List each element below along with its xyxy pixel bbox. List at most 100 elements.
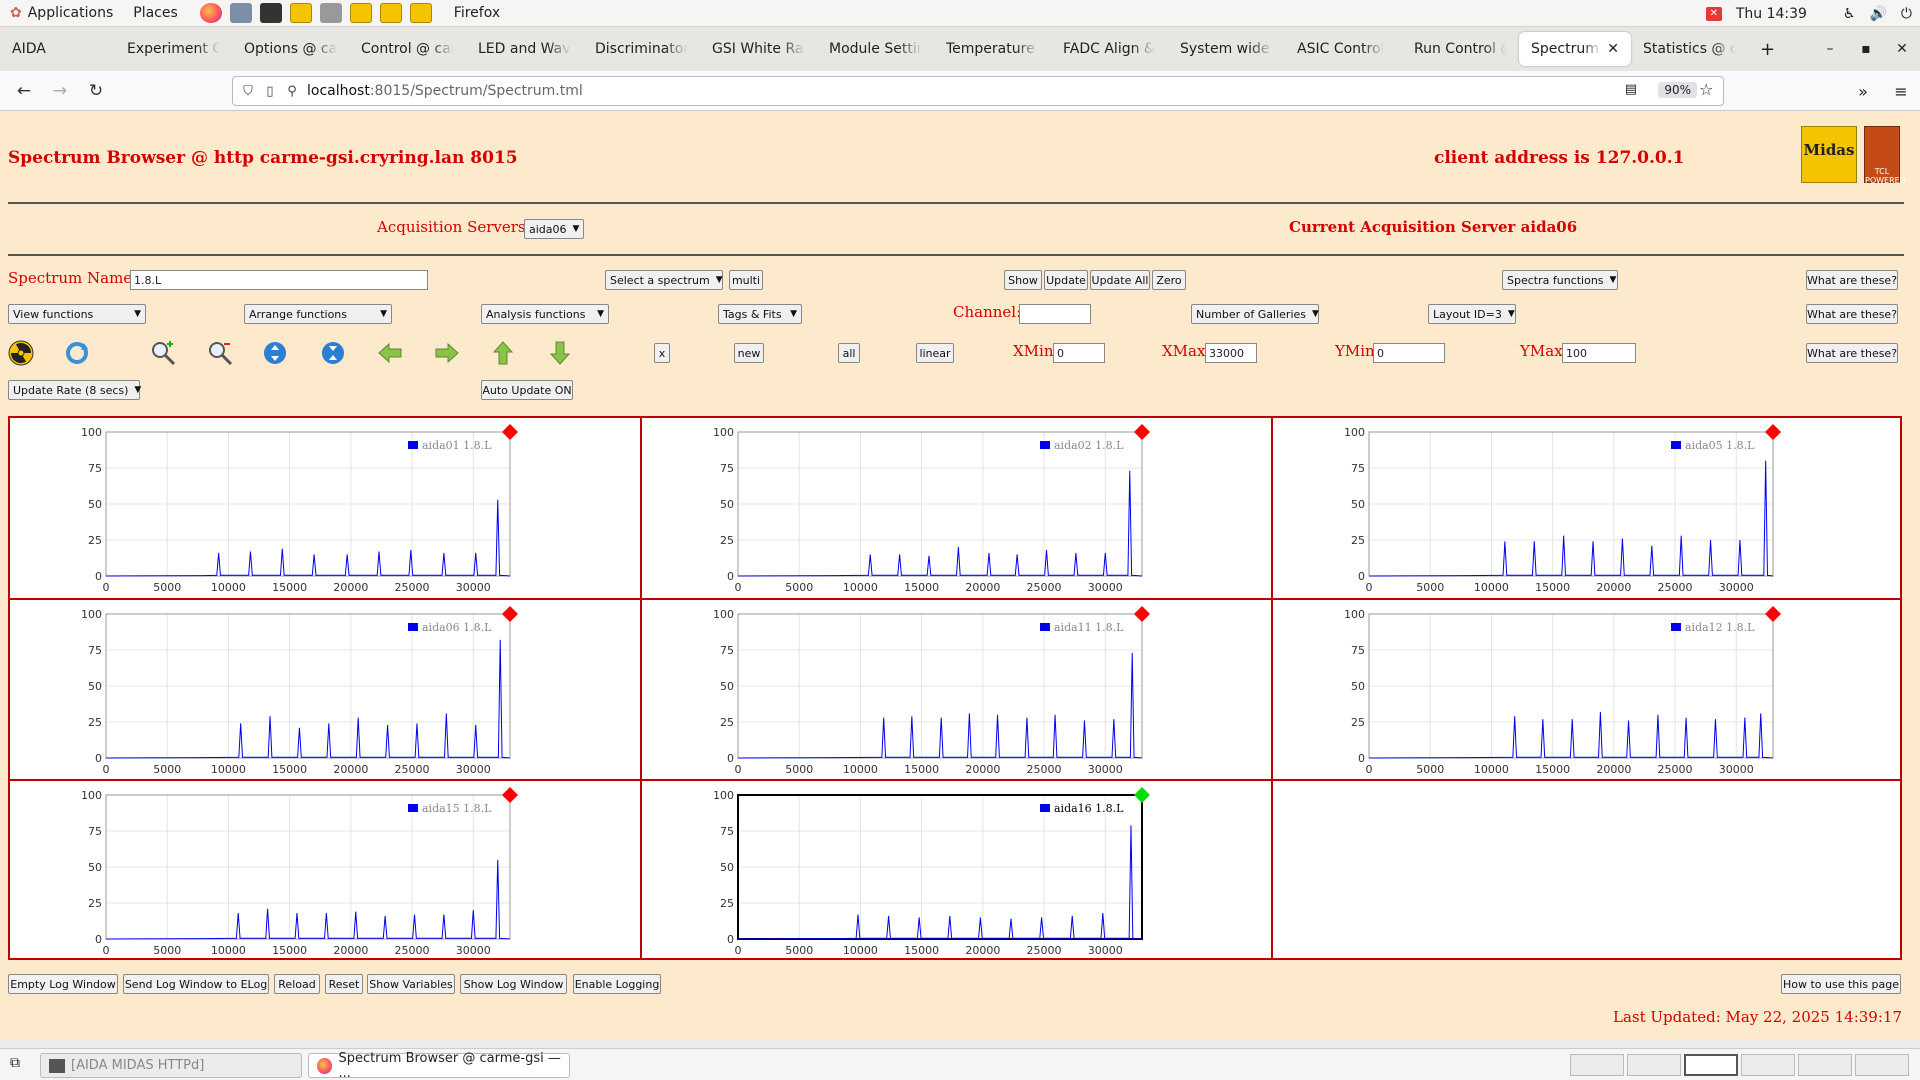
compress-vertical-icon[interactable]: [320, 340, 346, 366]
zero-button[interactable]: Zero: [1152, 270, 1186, 290]
spectrum-cell[interactable]: 0 25 50 75 100 0 5000 10000 15000 20000 25000 30000…: [10, 781, 642, 958]
spectrum-cell[interactable]: 0 25 50 75 100 0 5000 10000 15000 20000 25000 30000…: [1273, 418, 1900, 600]
taskbar-item[interactable]: [AIDA MIDAS HTTPd]: [40, 1053, 302, 1078]
forward-icon[interactable]: →: [52, 80, 68, 101]
url-bar[interactable]: ⛉ ▯ ⚲ localhost:8015/Spectrum/Spectrum.t…: [232, 76, 1724, 106]
midas-icon[interactable]: [379, 3, 402, 23]
tab-active[interactable]: Spectrum Br✕: [1519, 32, 1631, 66]
update-rate-dropdown[interactable]: Update Rate (8 secs) ▼: [8, 380, 141, 400]
clock[interactable]: Thu 14:39: [1735, 5, 1807, 22]
taskbar-item-active[interactable]: Spectrum Browser @ carme-gsi — ...: [308, 1051, 570, 1080]
workspace-active[interactable]: [1684, 1054, 1738, 1076]
tab[interactable]: System wide C: [1180, 41, 1273, 57]
midas-icon[interactable]: [349, 3, 372, 23]
layout-dropdown[interactable]: Layout ID=3 ▼: [1428, 304, 1516, 324]
maximize-icon[interactable]: ▪: [1861, 41, 1871, 57]
all-button[interactable]: all: [838, 343, 860, 363]
tab[interactable]: ASIC Control: [1297, 41, 1385, 57]
overflow-chevron-icon[interactable]: »: [1858, 81, 1868, 101]
show-variables-button[interactable]: Show Variables: [367, 974, 455, 994]
show-log-window-button[interactable]: Show Log Window: [460, 974, 567, 994]
tags-fits-dropdown[interactable]: Tags & Fits ▼: [718, 304, 802, 324]
spectrum-chart[interactable]: 0 25 50 75 100 0 5000 10000 15000 20000 25000 30000…: [642, 418, 1271, 598]
shield-icon[interactable]: ⛉: [243, 83, 253, 99]
back-icon[interactable]: ←: [16, 80, 32, 101]
workspace[interactable]: [1741, 1054, 1795, 1076]
page-icon[interactable]: ▯: [266, 83, 274, 99]
workspace[interactable]: [1627, 1054, 1681, 1076]
number-of-galleries-dropdown[interactable]: Number of Galleries ▼: [1191, 304, 1319, 324]
files-icon[interactable]: [229, 3, 252, 23]
volume-icon[interactable]: 🔊: [1869, 5, 1887, 22]
workspace[interactable]: [1855, 1054, 1909, 1076]
notification-flag-icon[interactable]: ✕: [1705, 6, 1722, 21]
view-functions-dropdown[interactable]: View functions ▼: [8, 304, 146, 324]
spectrum-name-input[interactable]: 1.8.L: [130, 270, 428, 290]
spectrum-chart[interactable]: 0 25 50 75 100 0 5000 10000 15000 20000 25000 30000…: [10, 418, 640, 598]
midas-icon[interactable]: [409, 3, 432, 23]
spectrum-chart[interactable]: 0 25 50 75 100 0 5000 10000 15000 20000 25000 30000…: [10, 600, 640, 779]
spectrum-chart[interactable]: 0 25 50 75 100 0 5000 10000 15000 20000 25000 30000…: [1273, 418, 1900, 598]
new-tab-button[interactable]: +: [1748, 32, 1788, 66]
applications-menu[interactable]: ✿ Applications: [10, 5, 114, 21]
tab[interactable]: FADC Align &: [1063, 41, 1155, 57]
tab[interactable]: Statistics @ c: [1643, 41, 1736, 57]
arrow-left-icon[interactable]: [377, 340, 403, 366]
tab[interactable]: Discriminator: [595, 41, 688, 57]
spectrum-cell[interactable]: 0 25 50 75 100 0 5000 10000 15000 20000 25000 30000…: [10, 600, 642, 781]
tab[interactable]: Run Control @: [1414, 41, 1507, 57]
empty-log-button[interactable]: Empty Log Window: [8, 974, 118, 994]
enable-logging-button[interactable]: Enable Logging: [573, 974, 661, 994]
spectrum-cell[interactable]: 0 25 50 75 100 0 5000 10000 15000 20000 25000 30000…: [10, 418, 642, 600]
spectrum-cell[interactable]: 0 25 50 75 100 0 5000 10000 15000 20000 25000 30000…: [642, 418, 1273, 600]
channel-input[interactable]: [1019, 304, 1091, 324]
tab[interactable]: GSI White Rab: [712, 41, 805, 57]
spectrum-cell[interactable]: 0 25 50 75 100 0 5000 10000 15000 20000 25000 30000…: [1273, 600, 1900, 781]
radiation-icon[interactable]: [8, 340, 34, 366]
refresh-icon[interactable]: [64, 340, 90, 366]
auto-update-button[interactable]: Auto Update ON: [481, 380, 573, 400]
tab[interactable]: AIDA: [12, 41, 46, 57]
places-menu[interactable]: Places: [133, 5, 178, 21]
spectrum-chart[interactable]: 0 25 50 75 100 0 5000 10000 15000 20000 25000 30000…: [1273, 600, 1900, 779]
tab[interactable]: Control @ car: [361, 41, 454, 57]
spectrum-chart[interactable]: 0 25 50 75 100 0 5000 10000 15000 20000 25000 30000…: [642, 781, 1271, 958]
permissions-icon[interactable]: ⚲: [287, 83, 297, 99]
workspace[interactable]: [1570, 1054, 1624, 1076]
reload-button[interactable]: Reload: [274, 974, 320, 994]
what-are-these-button[interactable]: What are these?: [1806, 270, 1898, 290]
select-spectrum-dropdown[interactable]: Select a spectrum ▼: [605, 270, 723, 290]
arrow-down-icon[interactable]: [547, 340, 573, 366]
update-button[interactable]: Update: [1044, 270, 1088, 290]
printer-icon[interactable]: [319, 3, 342, 23]
what-are-these-button[interactable]: What are these?: [1806, 343, 1898, 363]
zoom-in-icon[interactable]: [150, 340, 176, 366]
multi-button[interactable]: multi: [729, 270, 763, 290]
ymax-input[interactable]: 100: [1562, 343, 1636, 363]
tab[interactable]: Temperature a: [946, 41, 1039, 57]
spectrum-cell[interactable]: 0 25 50 75 100 0 5000 10000 15000 20000 25000 30000…: [642, 781, 1273, 958]
zoom-out-icon[interactable]: [207, 340, 233, 366]
bookmark-star-icon[interactable]: ☆: [1699, 80, 1714, 99]
update-all-button[interactable]: Update All: [1090, 270, 1150, 290]
accessibility-icon[interactable]: ♿: [1842, 5, 1856, 22]
ymin-input[interactable]: 0: [1373, 343, 1445, 363]
firefox-icon[interactable]: [199, 3, 222, 23]
expand-vertical-icon[interactable]: [262, 340, 288, 366]
reset-button[interactable]: Reset: [325, 974, 363, 994]
tab[interactable]: LED and Wave: [478, 41, 571, 57]
acquisition-server-select[interactable]: aida06 ▼: [524, 219, 584, 239]
arrow-up-icon[interactable]: [490, 340, 516, 366]
spectrum-cell[interactable]: 0 25 50 75 100 0 5000 10000 15000 20000 25000 30000…: [642, 600, 1273, 781]
close-tab-icon[interactable]: ✕: [1607, 41, 1619, 57]
tab[interactable]: Experiment Co: [127, 41, 220, 57]
terminal-icon[interactable]: [259, 3, 282, 23]
spectrum-chart[interactable]: 0 25 50 75 100 0 5000 10000 15000 20000 25000 30000…: [642, 600, 1271, 779]
workspace[interactable]: [1798, 1054, 1852, 1076]
midas-icon[interactable]: [289, 3, 312, 23]
xmin-input[interactable]: 0: [1053, 343, 1105, 363]
how-to-use-button[interactable]: How to use this page: [1781, 974, 1901, 994]
what-are-these-button[interactable]: What are these?: [1806, 304, 1898, 324]
arrange-functions-dropdown[interactable]: Arrange functions ▼: [244, 304, 392, 324]
reader-view-icon[interactable]: ▤: [1624, 82, 1637, 97]
